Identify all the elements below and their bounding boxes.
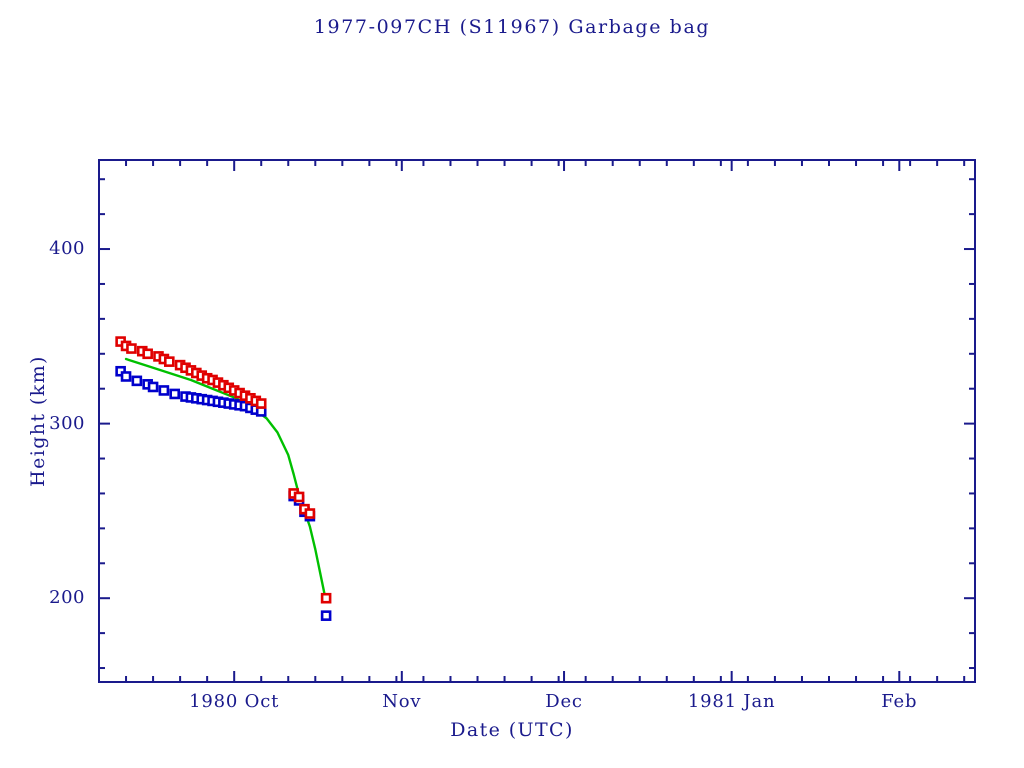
data-point — [158, 385, 170, 396]
data-point — [255, 398, 267, 409]
chart-title: 1977-097CH (S11967) Garbage bag — [313, 16, 711, 38]
plot-border — [98, 159, 976, 683]
x-tick-label: 1981 Jan — [687, 691, 776, 712]
y-tick-label: 300 — [49, 412, 85, 434]
x-tick-label: Nov — [382, 691, 422, 712]
data-point — [142, 348, 153, 360]
data-point — [120, 371, 132, 382]
data-point — [293, 491, 305, 503]
data-point — [320, 610, 332, 621]
data-point — [304, 508, 316, 519]
data-point — [169, 388, 180, 400]
y-tick-label: 200 — [49, 587, 85, 609]
data-point — [131, 375, 143, 387]
data-point — [164, 356, 175, 367]
perigee-height-markers — [115, 365, 332, 621]
x-axis-title: Date (UTC) — [450, 719, 574, 741]
y-tick-label: 400 — [49, 238, 85, 260]
plot-frame — [98, 159, 976, 683]
x-tick-label: Dec — [545, 691, 583, 712]
data-point — [126, 343, 137, 354]
apogee-height-markers — [115, 336, 332, 604]
x-tick-label: 1980 Oct — [189, 691, 280, 712]
mean-height-fit-line — [124, 357, 328, 603]
data-point — [320, 592, 332, 604]
data-point — [147, 381, 159, 393]
x-tick-label: Feb — [881, 691, 918, 712]
axis-ticks — [99, 160, 975, 682]
